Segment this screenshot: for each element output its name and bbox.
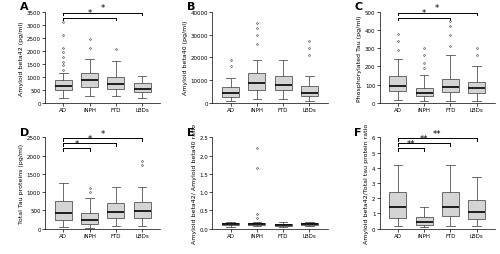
Text: *: * bbox=[100, 129, 105, 138]
PathPatch shape bbox=[301, 86, 318, 97]
PathPatch shape bbox=[222, 88, 239, 98]
PathPatch shape bbox=[442, 80, 459, 93]
PathPatch shape bbox=[222, 223, 239, 226]
PathPatch shape bbox=[134, 84, 150, 92]
PathPatch shape bbox=[248, 74, 266, 91]
Text: **: ** bbox=[433, 129, 442, 138]
PathPatch shape bbox=[248, 223, 266, 225]
PathPatch shape bbox=[134, 202, 150, 218]
Text: A: A bbox=[20, 2, 28, 12]
PathPatch shape bbox=[416, 217, 432, 225]
PathPatch shape bbox=[416, 89, 432, 97]
Text: B: B bbox=[187, 2, 196, 12]
PathPatch shape bbox=[442, 192, 459, 216]
Text: *: * bbox=[88, 134, 92, 143]
Y-axis label: Amyloid beta42/Total tau protein ratio: Amyloid beta42/Total tau protein ratio bbox=[364, 123, 369, 243]
PathPatch shape bbox=[108, 203, 124, 218]
Y-axis label: Amyloid beta42 (pg/ml): Amyloid beta42 (pg/ml) bbox=[19, 21, 24, 95]
PathPatch shape bbox=[55, 81, 72, 91]
Y-axis label: Amyloid beta42/ Amyloid beta40 ratio: Amyloid beta42/ Amyloid beta40 ratio bbox=[192, 123, 196, 243]
PathPatch shape bbox=[390, 77, 406, 92]
PathPatch shape bbox=[108, 78, 124, 90]
PathPatch shape bbox=[81, 74, 98, 87]
Text: **: ** bbox=[420, 134, 428, 143]
Text: F: F bbox=[354, 127, 362, 137]
PathPatch shape bbox=[468, 200, 485, 219]
Text: *: * bbox=[422, 9, 426, 18]
PathPatch shape bbox=[81, 213, 98, 224]
Text: *: * bbox=[74, 139, 78, 148]
PathPatch shape bbox=[468, 83, 485, 93]
Text: *: * bbox=[88, 9, 92, 18]
PathPatch shape bbox=[55, 201, 72, 221]
PathPatch shape bbox=[390, 192, 406, 218]
Text: **: ** bbox=[407, 139, 416, 148]
PathPatch shape bbox=[274, 76, 291, 91]
Text: C: C bbox=[354, 2, 362, 12]
Text: D: D bbox=[20, 127, 29, 137]
Y-axis label: Amyloid beta40 (pg/ml): Amyloid beta40 (pg/ml) bbox=[183, 21, 188, 95]
PathPatch shape bbox=[301, 223, 318, 225]
PathPatch shape bbox=[274, 224, 291, 226]
Text: *: * bbox=[100, 4, 105, 13]
Y-axis label: Total Tau proteins (pg/ml): Total Tau proteins (pg/ml) bbox=[19, 143, 24, 223]
Y-axis label: Phosphorylated Tau (pg/ml): Phosphorylated Tau (pg/ml) bbox=[357, 15, 362, 101]
Text: *: * bbox=[435, 4, 440, 13]
Text: E: E bbox=[187, 127, 194, 137]
